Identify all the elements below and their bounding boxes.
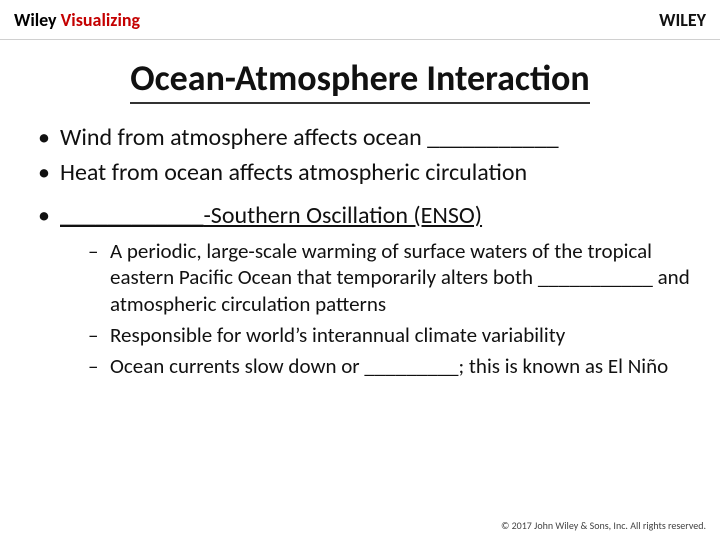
slide-title: Ocean-Atmosphere Interaction [130, 56, 589, 104]
bullet-item: Heat from ocean affects atmospheric circ… [38, 157, 690, 188]
sub-bullet-list: A periodic, large-scale warming of surfa… [60, 238, 690, 380]
bullet-text-underline: -Southern Oscillation (ENSO) [203, 201, 482, 230]
bullet-item: Wind from atmosphere affects ocean _____… [38, 122, 690, 153]
bullet-text: Heat from ocean affects atmospheric circ… [60, 158, 527, 187]
sub-bullet-text: Responsible for world’s interannual clim… [110, 322, 565, 348]
slide-content: Wind from atmosphere affects ocean _____… [0, 112, 720, 540]
sub-bullet-item: A periodic, large-scale warming of surfa… [68, 238, 690, 319]
sub-bullet-text: A periodic, large-scale warming of surfa… [110, 238, 690, 318]
sub-bullet-text: Ocean currents slow down or _________; t… [110, 353, 668, 379]
brand-wiley-text: Wiley [14, 9, 57, 31]
sub-bullet-item: Responsible for world’s interannual clim… [68, 322, 690, 349]
bullet-text: Wind from atmosphere affects ocean _____… [60, 123, 559, 152]
title-wrap: Ocean-Atmosphere Interaction [0, 40, 720, 112]
sub-bullet-item: Ocean currents slow down or _________; t… [68, 353, 690, 380]
bullet-blank-underline: ____________ [60, 201, 203, 230]
brand-left: Wiley Visualizing [14, 9, 140, 31]
bullet-list: Wind from atmosphere affects ocean _____… [38, 122, 690, 380]
copyright-footer: © 2017 John Wiley & Sons, Inc. All right… [501, 519, 706, 532]
brand-right-logo: WILEY [659, 9, 706, 31]
slide-header: Wiley Visualizing WILEY [0, 0, 720, 40]
slide: Wiley Visualizing WILEY Ocean-Atmosphere… [0, 0, 720, 540]
bullet-item: ____________-Southern Oscillation (ENSO)… [38, 200, 690, 380]
brand-visualizing-text: Visualizing [61, 9, 140, 31]
